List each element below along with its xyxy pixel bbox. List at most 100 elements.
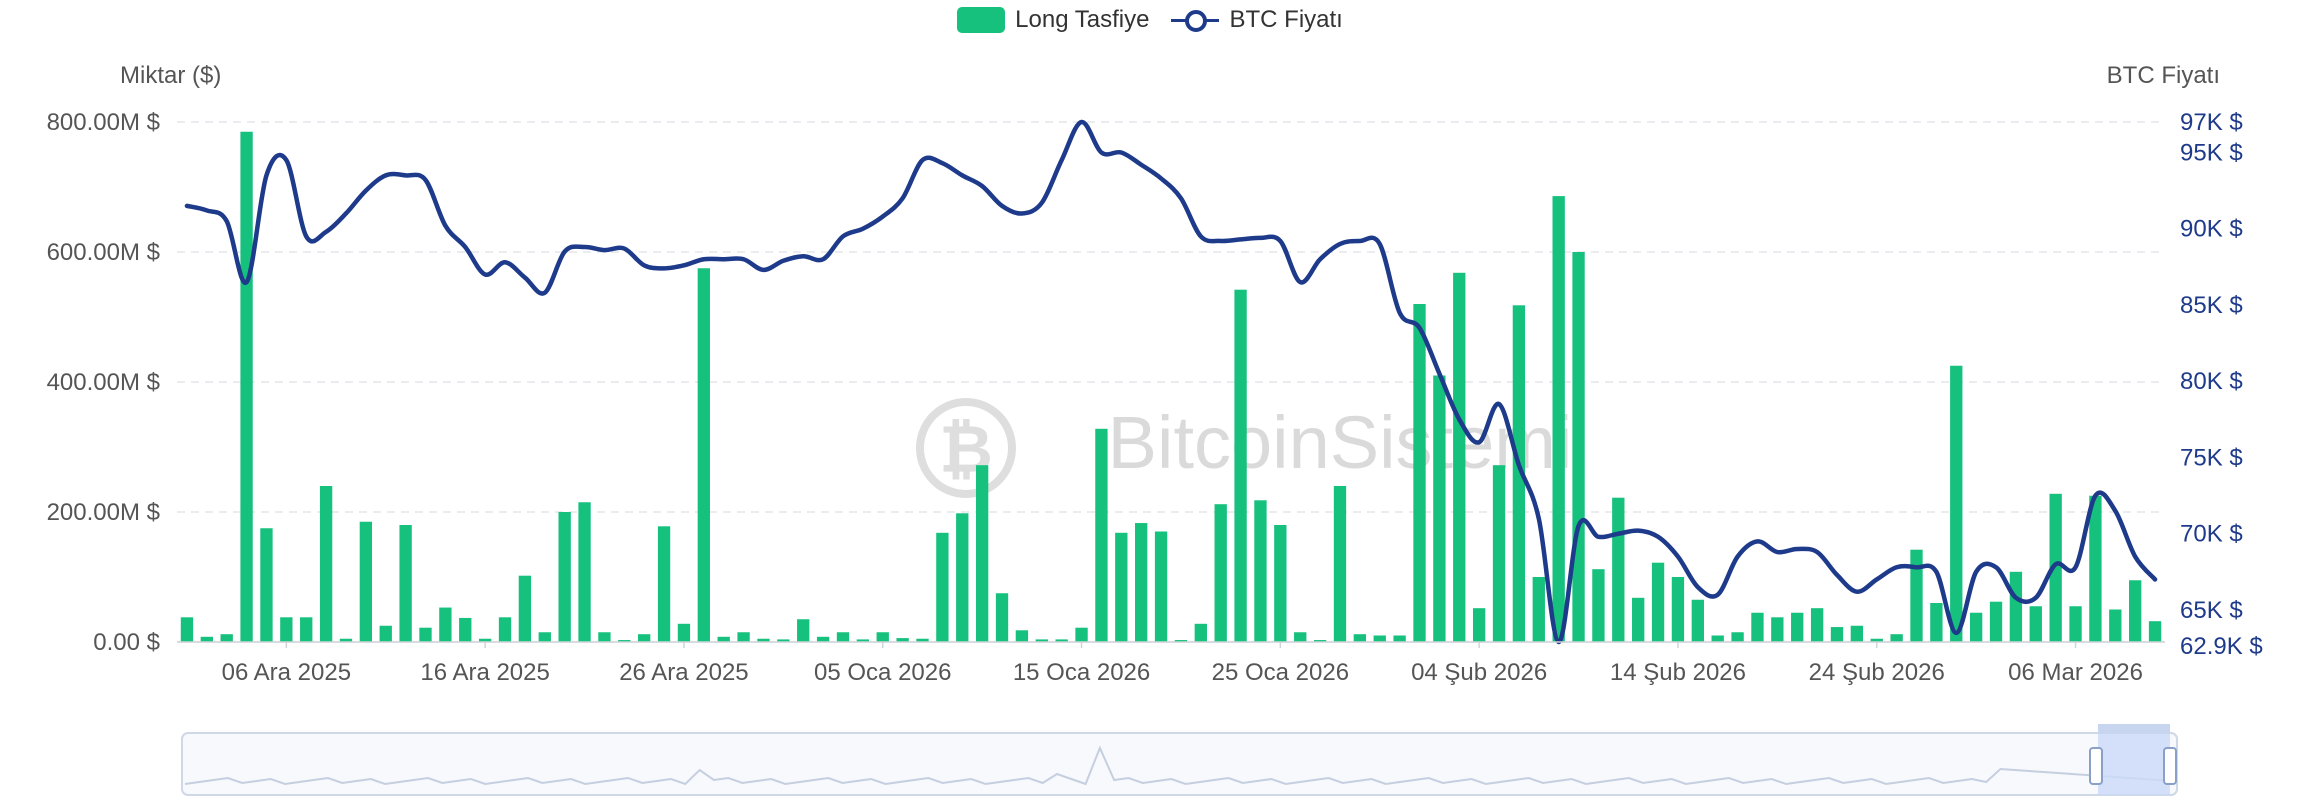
legend-bar-label: Long Tasfiye	[1015, 6, 1150, 33]
slider-handle-left[interactable]	[2089, 747, 2103, 785]
liquidation-bar	[1751, 612, 1764, 642]
liquidation-bar	[1910, 549, 1923, 642]
liquidation-bar	[538, 632, 551, 642]
liquidation-bar	[578, 502, 591, 642]
liquidation-bar	[319, 486, 333, 642]
liquidation-bar	[459, 617, 472, 642]
liquidation-bar	[419, 627, 432, 642]
liquidation-bar	[1830, 627, 1844, 642]
liquidation-bar	[717, 636, 730, 642]
liquidation-bar	[1472, 608, 1486, 642]
x-tick-label: 24 Şub 2026	[1809, 659, 1945, 686]
liquidation-bar	[1254, 500, 1267, 642]
x-tick-label: 15 Oca 2026	[1013, 659, 1150, 686]
liquidation-bar	[657, 526, 671, 642]
liquidation-bar	[1651, 562, 1665, 642]
liquidation-bar	[816, 636, 830, 642]
liquidation-bar	[975, 465, 989, 642]
liquidation-bar	[1294, 632, 1307, 642]
liquidation-bar	[1552, 196, 1565, 642]
liquidation-bar	[1492, 465, 1506, 642]
liquidation-bar	[1572, 252, 1585, 642]
liquidation-bar	[1214, 504, 1227, 642]
liquidation-bar	[757, 638, 770, 642]
right-tick-label: 65K $	[2180, 597, 2243, 624]
slider-selection[interactable]	[2098, 733, 2170, 795]
liquidation-bar	[379, 625, 392, 642]
liquidation-bar	[1771, 617, 1784, 642]
legend-line-label: BTC Fiyatı	[1229, 6, 1343, 33]
liquidation-bar	[2069, 606, 2082, 642]
right-tick-label: 97K $	[2180, 109, 2243, 136]
liquidation-bar	[180, 617, 194, 642]
slider-top-grip[interactable]	[2098, 724, 2170, 734]
liquidation-bar	[518, 575, 532, 642]
slider-sparkline	[184, 745, 2173, 786]
liquidation-bar	[737, 632, 750, 642]
liquidation-bar	[1969, 612, 1983, 642]
legend-line-swatch	[1171, 7, 1220, 33]
liquidation-bar	[1989, 601, 2003, 642]
liquidation-bar	[1234, 289, 1247, 642]
left-tick-label: 400.00M $	[47, 369, 160, 396]
liquidation-bar	[1115, 532, 1128, 642]
x-tick-label: 26 Ara 2025	[619, 659, 748, 686]
right-tick-label: 85K $	[2180, 292, 2243, 319]
x-tick-label: 06 Ara 2025	[222, 659, 351, 686]
right-tick-label: 70K $	[2180, 521, 2243, 548]
liquidation-bar	[1691, 599, 1704, 642]
legend-item-long-liquidation[interactable]: Long Tasfiye	[957, 6, 1149, 34]
slider-handle-right[interactable]	[2163, 747, 2177, 785]
liquidation-bar	[2148, 621, 2162, 642]
liquidation-bar	[478, 638, 492, 642]
liquidation-bar	[1413, 304, 1426, 642]
liquidation-bar	[1612, 497, 1625, 642]
liquidation-bar	[498, 617, 512, 642]
liquidation-bar	[1671, 577, 1685, 642]
liquidation-bar	[399, 525, 412, 642]
liquidation-bar	[697, 268, 710, 642]
liquidation-bar	[836, 632, 850, 642]
liquidation-bar	[936, 532, 949, 642]
liquidation-bar	[1632, 597, 1645, 642]
liquidation-bar	[1274, 525, 1287, 642]
x-tick-label: 16 Ara 2025	[420, 659, 549, 686]
right-tick-label: 95K $	[2180, 139, 2243, 166]
left-tick-label: 200.00M $	[47, 499, 160, 526]
liquidation-bar	[1055, 639, 1068, 642]
watermark-logo: ₿	[916, 398, 1016, 498]
liquidation-bar	[638, 634, 651, 642]
liquidation-bar	[797, 619, 810, 642]
left-tick-label: 800.00M $	[47, 109, 160, 136]
liquidation-bar	[1333, 486, 1347, 642]
btc-price-line	[184, 119, 2158, 645]
liquidation-bar	[1532, 577, 1545, 642]
x-tick-label: 25 Oca 2026	[1212, 659, 1349, 686]
liquidation-bar	[1512, 305, 1526, 642]
liquidation-bar	[558, 512, 571, 642]
liquidation-bar	[1433, 375, 1446, 642]
chart-legend: Long Tasfiye BTC Fiyatı	[0, 6, 2300, 34]
x-tick-label: 06 Mar 2026	[2008, 659, 2143, 686]
liquidation-bar	[280, 617, 293, 642]
x-tick-label: 05 Oca 2026	[814, 659, 951, 686]
liquidation-bar	[677, 623, 691, 642]
liquidation-bar	[876, 632, 889, 642]
liquidation-bar	[1950, 365, 1963, 642]
left-axis-title: Miktar ($)	[120, 62, 221, 89]
liquidation-bar	[200, 636, 213, 642]
zoom-slider[interactable]	[181, 724, 2178, 796]
liquidation-bar	[300, 617, 313, 642]
liquidation-bar	[896, 638, 909, 642]
liquidation-bar	[2049, 493, 2062, 642]
liquidation-bar	[1313, 640, 1327, 642]
liquidation-bar	[260, 528, 273, 642]
legend-item-btc-price[interactable]: BTC Fiyatı	[1171, 6, 1343, 34]
liquidation-bar	[240, 131, 253, 642]
liquidation-bar	[439, 607, 452, 642]
liquidation-bar	[1353, 634, 1367, 642]
liquidation-bar	[1194, 623, 1207, 642]
right-tick-label: 62.9K $	[2180, 633, 2263, 660]
legend-bar-swatch	[957, 7, 1006, 33]
liquidation-bar	[2109, 609, 2122, 642]
